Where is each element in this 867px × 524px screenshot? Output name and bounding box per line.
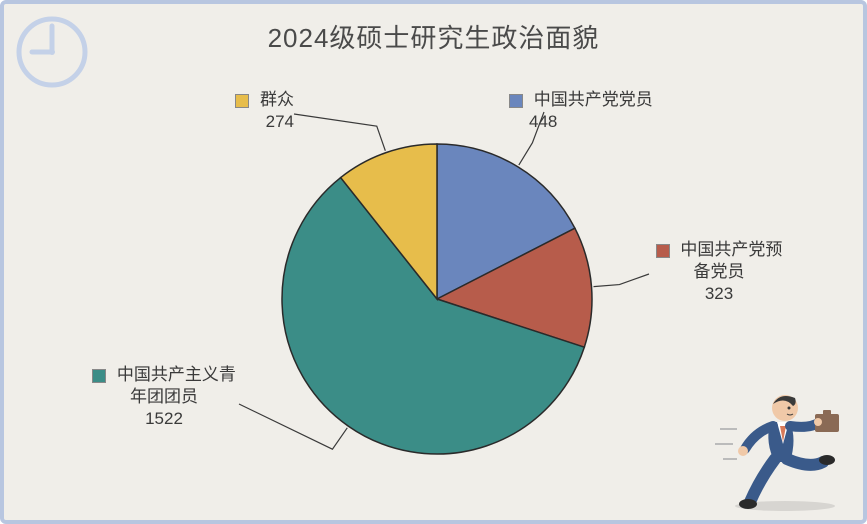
runner-icon xyxy=(715,374,855,514)
label-value-0: 448 xyxy=(529,112,557,131)
label-text-1b: 备党员 xyxy=(694,262,745,281)
label-text-1a: 中国共产党预 xyxy=(680,240,782,259)
swatch-1 xyxy=(656,244,670,258)
label-text-2a: 中国共产主义青 xyxy=(117,365,236,384)
label-value-2: 1522 xyxy=(145,409,183,428)
label-slice-1: 中国共产党预 备党员 323 xyxy=(644,239,794,305)
swatch-0 xyxy=(509,94,523,108)
label-value-3: 274 xyxy=(266,112,294,131)
leader-line-3 xyxy=(294,114,385,151)
label-text-3: 群众 xyxy=(260,90,294,109)
chart-frame: 2024级硕士研究生政治面貌 中国共产党党员 448 中国共产党预 备党员 32… xyxy=(0,0,867,524)
label-text-0: 中国共产党党员 xyxy=(534,90,653,109)
label-slice-0: 中国共产党党员 448 xyxy=(509,89,709,133)
swatch-3 xyxy=(235,94,249,108)
label-slice-3: 群众 274 xyxy=(154,89,294,133)
leader-line-1 xyxy=(594,274,649,287)
label-value-1: 323 xyxy=(705,284,733,303)
label-text-2b: 年团团员 xyxy=(130,387,198,406)
label-slice-2: 中国共产主义青 年团团员 1522 xyxy=(79,364,249,430)
swatch-2 xyxy=(92,369,106,383)
